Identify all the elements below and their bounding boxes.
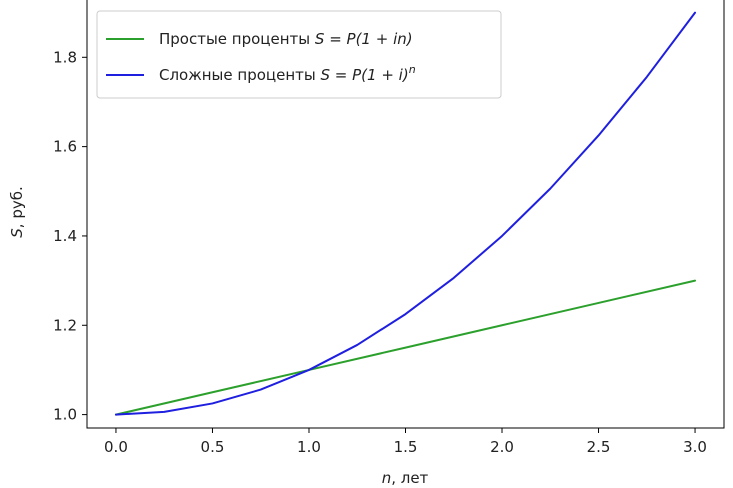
- x-axis-label: n, лет: [382, 469, 429, 487]
- legend-box: [96, 10, 502, 99]
- x-tick-label: 0.0: [104, 438, 128, 456]
- x-tick-label: 1.5: [394, 438, 418, 456]
- legend-label-simple-text: Простые проценты: [159, 30, 315, 48]
- x-tick-label: 1.0: [297, 438, 321, 456]
- y-tick-label: 1.6: [53, 138, 77, 156]
- x-axis-label-var: n: [382, 469, 392, 487]
- y-axis-label: S, руб.: [8, 186, 26, 237]
- y-tick-label: 1.8: [53, 48, 77, 66]
- compound-interest-line: [114, 11, 697, 416]
- x-ticks: 0.0 0.5 1.0 1.5 2.0 2.5 3.0: [104, 428, 707, 456]
- x-tick-label: 0.5: [201, 438, 225, 456]
- x-tick-label: 3.0: [683, 438, 707, 456]
- legend-label-simple-formula: S = P(1 + in): [315, 30, 413, 48]
- series-layer: [114, 11, 697, 416]
- legend-label-compound-sup: n: [409, 63, 416, 76]
- legend-label-simple: Простые проценты S = P(1 + in): [159, 30, 413, 48]
- y-axis-label-var: S: [8, 228, 26, 238]
- y-tick-label: 1.2: [53, 316, 77, 334]
- legend: Простые проценты S = P(1 + in) Сложные п…: [96, 10, 502, 99]
- y-axis-label-rest: , руб.: [8, 186, 26, 228]
- x-tick-label: 2.5: [587, 438, 611, 456]
- y-tick-label: 1.4: [53, 227, 77, 245]
- legend-label-compound-text: Сложные проценты: [159, 66, 321, 84]
- x-axis-label-rest: , лет: [391, 469, 428, 487]
- legend-label-compound-formula: S = P(1 + i): [321, 66, 409, 84]
- legend-label-compound: Сложные проценты S = P(1 + i)n: [159, 63, 416, 84]
- x-tick-label: 2.0: [490, 438, 514, 456]
- simple-interest-line: [114, 279, 697, 416]
- y-ticks: 1.0 1.2 1.4 1.6 1.8: [53, 48, 87, 424]
- y-tick-label: 1.0: [53, 406, 77, 424]
